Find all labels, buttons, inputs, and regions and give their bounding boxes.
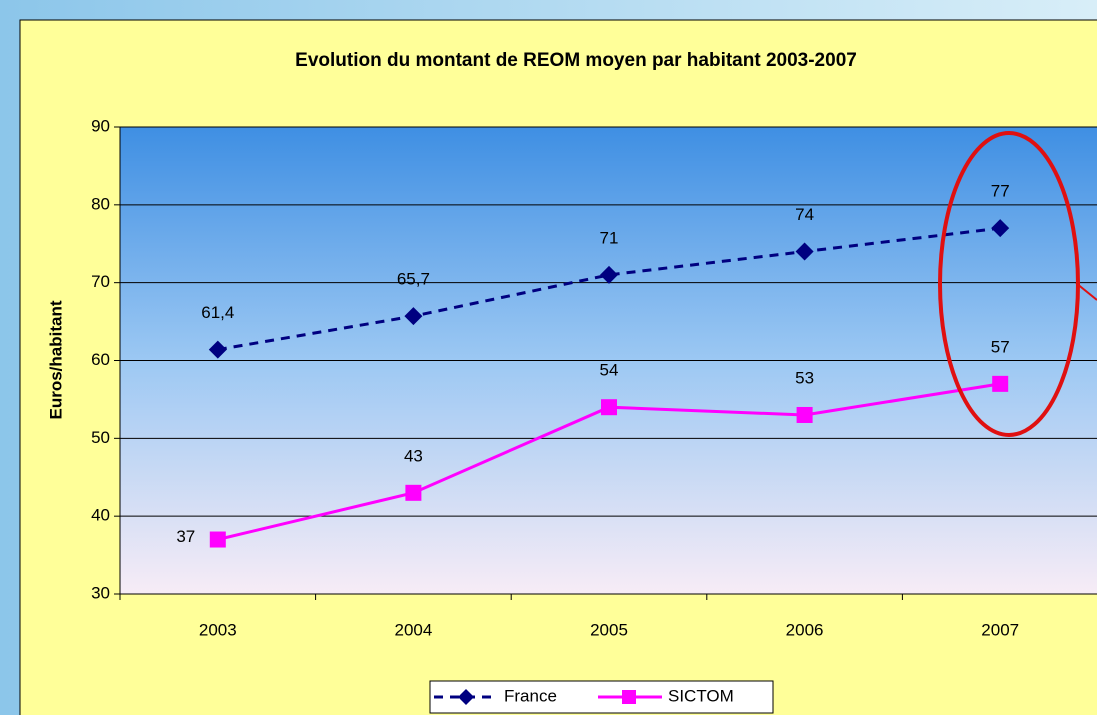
- data-label: 53: [795, 368, 814, 387]
- data-label: 71: [600, 228, 619, 247]
- data-label: 37: [176, 527, 195, 546]
- y-tick-label: 50: [91, 428, 110, 447]
- y-tick-label: 80: [91, 194, 110, 213]
- marker: [991, 219, 1010, 238]
- marker: [209, 531, 226, 548]
- data-label: 61,4: [201, 303, 234, 322]
- y-tick-label: 40: [91, 506, 110, 525]
- marker: [405, 484, 422, 501]
- data-label: 65,7: [397, 270, 430, 289]
- marker: [601, 399, 617, 416]
- data-label: 77: [991, 182, 1010, 201]
- marker: [208, 340, 227, 359]
- data-label: 74: [795, 205, 814, 224]
- x-tick-label: 2006: [786, 620, 824, 639]
- marker: [795, 242, 814, 261]
- legend-label: France: [504, 686, 557, 705]
- x-tick-label: 2004: [394, 620, 432, 639]
- series-line: [217, 226, 1001, 352]
- annotation-arrow: [1075, 282, 1097, 301]
- data-label: 57: [991, 337, 1010, 356]
- y-tick-label: 70: [91, 272, 110, 291]
- y-tick-label: 60: [91, 350, 110, 369]
- legend-marker: [622, 690, 636, 704]
- marker: [796, 406, 813, 423]
- marker: [600, 265, 618, 284]
- legend-label: SICTOM: [668, 686, 734, 705]
- y-tick-label: 30: [91, 583, 110, 602]
- y-tick-label: 90: [91, 116, 110, 135]
- chart-title: Evolution du montant de REOM moyen par h…: [295, 50, 857, 71]
- y-axis-label: Euros/habitant: [46, 300, 65, 419]
- legend-marker: [458, 689, 474, 705]
- x-tick-label: 2005: [590, 620, 628, 639]
- marker: [404, 307, 423, 326]
- x-tick-label: 2007: [981, 620, 1019, 639]
- x-tick-label: 2003: [199, 620, 237, 639]
- marker: [992, 375, 1009, 392]
- data-label: 54: [600, 361, 619, 380]
- data-label: 43: [404, 446, 423, 465]
